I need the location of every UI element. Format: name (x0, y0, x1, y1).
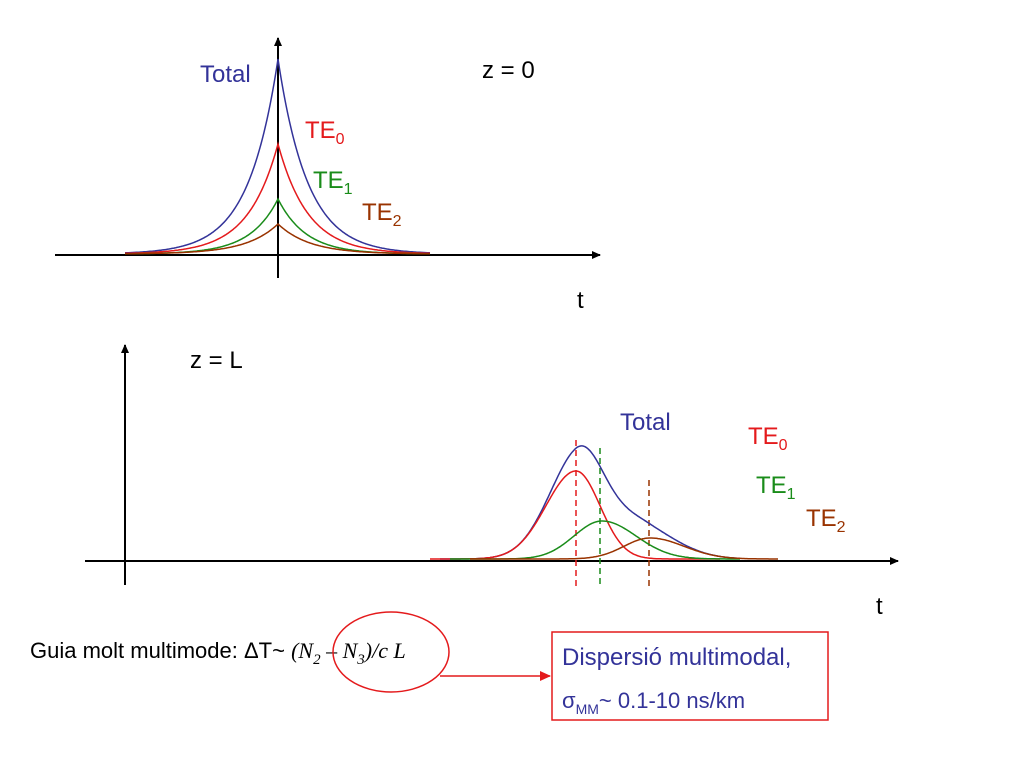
bottom-te0-label: TE0 (748, 423, 788, 454)
bottom-panel: z = L t Total TE0 TE1 TE2 (85, 344, 899, 620)
top-panel: z = 0 t Total TE0 TE1 TE2 (55, 37, 601, 314)
bottom-te1-curve (450, 520, 740, 560)
top-te2-curve (125, 222, 430, 255)
top-te0-curve (125, 141, 430, 255)
result-box (551, 631, 829, 721)
top-te0-label: TE0 (305, 117, 345, 148)
highlight-ellipse (332, 611, 450, 693)
result-line2: σMM~ 0.1-10 ns/km (562, 688, 745, 717)
top-total-curve (125, 58, 430, 254)
bottom-te1-label: TE1 (756, 472, 796, 503)
top-te2-label: TE2 (362, 199, 402, 230)
formula-text: Guia molt multimode: ΔT~ (N2 – N3)/c L (30, 638, 406, 668)
bottom-total-curve (440, 445, 741, 560)
bottom-te0-curve (430, 470, 720, 560)
formula-block: Guia molt multimode: ΔT~ (N2 – N3)/c L D… (30, 611, 829, 721)
bottom-t-axis-label: t (876, 593, 883, 620)
top-condition-label: z = 0 (482, 57, 535, 84)
top-te1-label: TE1 (313, 167, 353, 198)
result-line1: Dispersió multimodal, (562, 644, 791, 671)
top-total-label: Total (200, 61, 251, 88)
bottom-condition-label: z = L (190, 347, 243, 374)
bottom-te2-curve (470, 537, 778, 560)
top-t-axis-label: t (577, 287, 584, 314)
bottom-total-label: Total (620, 409, 671, 436)
bottom-te2-label: TE2 (806, 505, 846, 536)
